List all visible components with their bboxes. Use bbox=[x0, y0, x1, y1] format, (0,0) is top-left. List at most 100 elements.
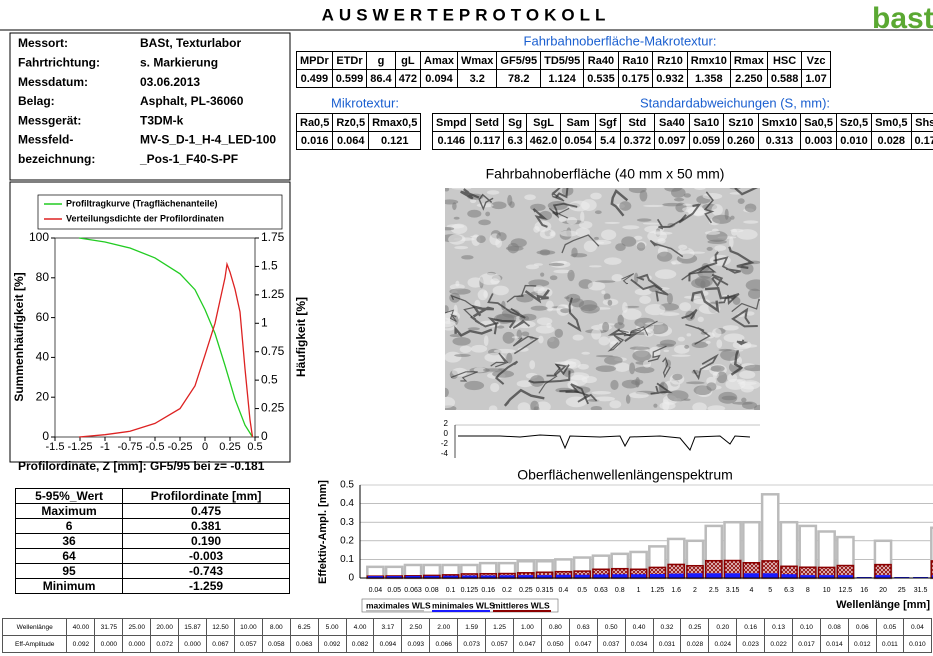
table-cell: Sz0,5 bbox=[836, 114, 871, 132]
table-cell: 0.064 bbox=[333, 132, 369, 150]
profile-tick: -4 bbox=[441, 449, 449, 458]
x-tick-label: 4 bbox=[749, 587, 753, 594]
y-tick-label: 60 bbox=[36, 310, 50, 324]
texture-blob bbox=[674, 198, 684, 202]
texture-blob bbox=[630, 346, 650, 350]
table-cell: 0.034 bbox=[625, 636, 653, 653]
texture-blob bbox=[442, 199, 458, 204]
texture-blob bbox=[568, 372, 589, 380]
table-row: Eff-Amplitude0.0920.0000.0000.0720.0000.… bbox=[3, 636, 932, 653]
table-cell: 0.13 bbox=[765, 619, 793, 636]
texture-blob bbox=[581, 352, 590, 355]
table-cell: 86.4 bbox=[367, 70, 395, 88]
table-cell: GF5/95 bbox=[497, 52, 541, 70]
texture-blob bbox=[594, 237, 599, 240]
table-cell: 0.094 bbox=[374, 636, 402, 653]
table-cell: Sg bbox=[504, 114, 526, 132]
table-cell: 0.050 bbox=[541, 636, 569, 653]
x-tick-label: 0.063 bbox=[404, 587, 422, 594]
table-cell: Sz10 bbox=[724, 114, 759, 132]
texture-blob bbox=[602, 322, 609, 332]
table-cell: 0.50 bbox=[597, 619, 625, 636]
bar bbox=[781, 574, 796, 578]
x-tick-label: 0.8 bbox=[615, 587, 625, 594]
texture-blob bbox=[548, 308, 560, 310]
x-tick-label: 0.2 bbox=[502, 587, 512, 594]
texture-blob bbox=[467, 210, 481, 218]
texture-blob bbox=[580, 211, 584, 222]
texture-blob bbox=[637, 242, 645, 251]
y2-tick-label: 1.75 bbox=[261, 230, 285, 244]
table-cell: 0.932 bbox=[653, 70, 688, 88]
texture-blob bbox=[706, 341, 711, 344]
profile-line bbox=[458, 435, 750, 450]
texture-blob bbox=[531, 306, 548, 311]
texture-blob bbox=[639, 296, 651, 304]
texture-blob bbox=[605, 222, 620, 224]
profile-tick: -2 bbox=[441, 439, 449, 448]
x-tick-label: 2 bbox=[693, 587, 697, 594]
table-cell: Sam bbox=[561, 114, 596, 132]
x-tick-label: 0.05 bbox=[387, 587, 401, 594]
y-tick-label: 20 bbox=[36, 389, 50, 403]
texture-blob bbox=[454, 246, 468, 249]
texture-blob bbox=[684, 345, 689, 349]
series-line bbox=[79, 264, 252, 437]
texture-blob bbox=[609, 400, 621, 408]
table-cell: 0.082 bbox=[346, 636, 374, 653]
y-tick-label: 0.1 bbox=[340, 554, 354, 565]
x-tick-label: 0.4 bbox=[559, 587, 569, 594]
info-label: Messfeld- bbox=[18, 133, 73, 147]
texture-blob bbox=[441, 321, 457, 330]
chart-title: Oberflächenwellenlängenspektrum bbox=[517, 467, 733, 483]
table-cell: 0.063 bbox=[290, 636, 318, 653]
texture-blob bbox=[452, 337, 470, 346]
legend-label: Profiltragkurve (Tragflächenanteile) bbox=[66, 198, 218, 208]
texture-blob bbox=[555, 329, 563, 338]
table-cell: Ra0,5 bbox=[297, 114, 333, 132]
table-cell: 0.535 bbox=[584, 70, 619, 88]
texture-blob bbox=[698, 317, 704, 322]
table-cell: 0.094 bbox=[421, 70, 458, 88]
x-tick-label: 0.08 bbox=[425, 587, 439, 594]
table-cell: 3.2 bbox=[458, 70, 497, 88]
texture-blob bbox=[654, 232, 673, 235]
table-row: Wellenlänge40.0031.7525.0020.0015.8712.5… bbox=[3, 619, 932, 636]
bar bbox=[725, 573, 740, 578]
x-tick-label: 2.5 bbox=[709, 587, 719, 594]
page-title: AUSWERTEPROTOKOLL bbox=[322, 5, 611, 24]
table-cell: Sa10 bbox=[689, 114, 724, 132]
table-row: 360.190 bbox=[16, 534, 290, 549]
texture-blob bbox=[536, 325, 555, 333]
table-row: 0.1460.1176.3462.00.0545.40.3720.0970.05… bbox=[433, 132, 933, 150]
texture-blob bbox=[634, 367, 654, 374]
table-cell: 15.87 bbox=[179, 619, 207, 636]
texture-blob bbox=[657, 252, 672, 262]
y-axis-label: Effektiv-Ampl. [mm] bbox=[317, 480, 329, 584]
table-cell: 5.4 bbox=[595, 132, 620, 150]
texture-blob bbox=[662, 399, 669, 411]
texture-blob bbox=[678, 248, 695, 259]
table-cell: 0.016 bbox=[297, 132, 333, 150]
x-tick-label: 1.6 bbox=[671, 587, 681, 594]
texture-blob bbox=[686, 333, 691, 336]
x-tick-label: 20 bbox=[879, 587, 887, 594]
table-cell: Wmax bbox=[458, 52, 497, 70]
texture-blob bbox=[490, 383, 499, 392]
std-title: Standardabweichungen (S, mm): bbox=[640, 95, 830, 110]
texture-blob bbox=[479, 273, 501, 285]
texture-blob bbox=[722, 396, 737, 401]
macro-table: MPDrETDrggLAmaxWmaxGF5/95TD5/95Ra40Ra10R… bbox=[296, 51, 933, 88]
x-tick-label: 6.3 bbox=[784, 587, 794, 594]
texture-blob bbox=[692, 402, 707, 412]
texture-blob bbox=[738, 382, 757, 385]
texture-blob bbox=[741, 385, 754, 393]
y-tick-label: 100 bbox=[29, 230, 49, 244]
texture-blob bbox=[615, 243, 626, 251]
texture-blob bbox=[672, 374, 682, 380]
table-cell: 1.25 bbox=[486, 619, 514, 636]
table-cell: Ra40 bbox=[584, 52, 619, 70]
table-cell: 64 bbox=[16, 549, 123, 564]
y-tick-label: 80 bbox=[36, 270, 50, 284]
texture-blob bbox=[524, 194, 536, 200]
